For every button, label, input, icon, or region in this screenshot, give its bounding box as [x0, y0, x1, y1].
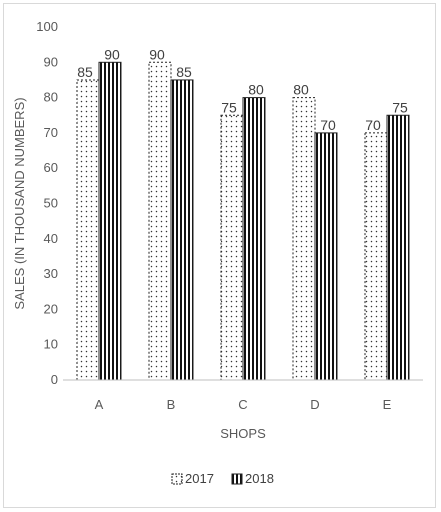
- legend-label-2018: 2018: [245, 471, 274, 486]
- y-tick-label: 90: [44, 54, 58, 69]
- data-label-2017-C: 75: [221, 99, 237, 115]
- data-label-2017-D: 80: [293, 82, 309, 98]
- data-label-2018-D: 70: [320, 117, 336, 133]
- y-tick-label: 80: [44, 90, 58, 105]
- data-label-2018-A: 90: [104, 46, 120, 62]
- y-axis-title: SALES (IN THOUSAND NUMBERS): [12, 97, 27, 309]
- data-label-2017-B: 90: [149, 46, 165, 62]
- x-tick-label: C: [238, 397, 247, 412]
- y-tick-label: 50: [44, 196, 58, 211]
- legend-swatch-2018: [231, 473, 243, 485]
- y-axis: 0 10 20 30 40 50 60 70 80 90 100: [36, 19, 58, 387]
- bar-2018-C: [242, 97, 266, 381]
- bar-2017-A: [76, 79, 100, 381]
- data-label-2017-E: 70: [365, 117, 381, 133]
- chart-frame: [3, 3, 436, 508]
- bar-2017-E: [364, 132, 388, 381]
- data-label-2017-A: 85: [77, 64, 93, 80]
- data-label-2018-C: 80: [248, 82, 264, 98]
- x-tick-label: E: [383, 397, 392, 412]
- y-tick-label: 20: [44, 301, 58, 316]
- x-tick-label: B: [167, 397, 176, 412]
- legend-swatch-2017: [171, 473, 183, 485]
- legend-label-2017: 2017: [185, 471, 214, 486]
- bar-2018-B: [170, 79, 194, 381]
- y-tick-label: 70: [44, 125, 58, 140]
- bars: [76, 61, 410, 381]
- bar-2017-B: [148, 61, 172, 381]
- y-tick-label: 10: [44, 337, 58, 352]
- data-labels: 85 90 90 85 75 80 80 70 70 75: [77, 46, 408, 133]
- bar-2018-A: [98, 61, 122, 381]
- data-label-2018-B: 85: [176, 64, 192, 80]
- y-tick-label: 60: [44, 160, 58, 175]
- legend: 2017 2018: [171, 471, 274, 486]
- bar-2018-E: [386, 114, 410, 381]
- y-tick-label: 0: [51, 372, 58, 387]
- bar-2017-D: [292, 97, 316, 381]
- x-axis: A B C D E: [63, 379, 423, 412]
- bar-2018-D: [314, 132, 338, 381]
- y-tick-label: 100: [36, 19, 58, 34]
- x-axis-title: SHOPS: [220, 426, 266, 441]
- x-tick-label: A: [95, 397, 104, 412]
- y-tick-label: 30: [44, 266, 58, 281]
- x-tick-label: D: [310, 397, 319, 412]
- data-label-2018-E: 75: [392, 99, 408, 115]
- y-tick-label: 40: [44, 231, 58, 246]
- bar-2017-C: [220, 114, 244, 381]
